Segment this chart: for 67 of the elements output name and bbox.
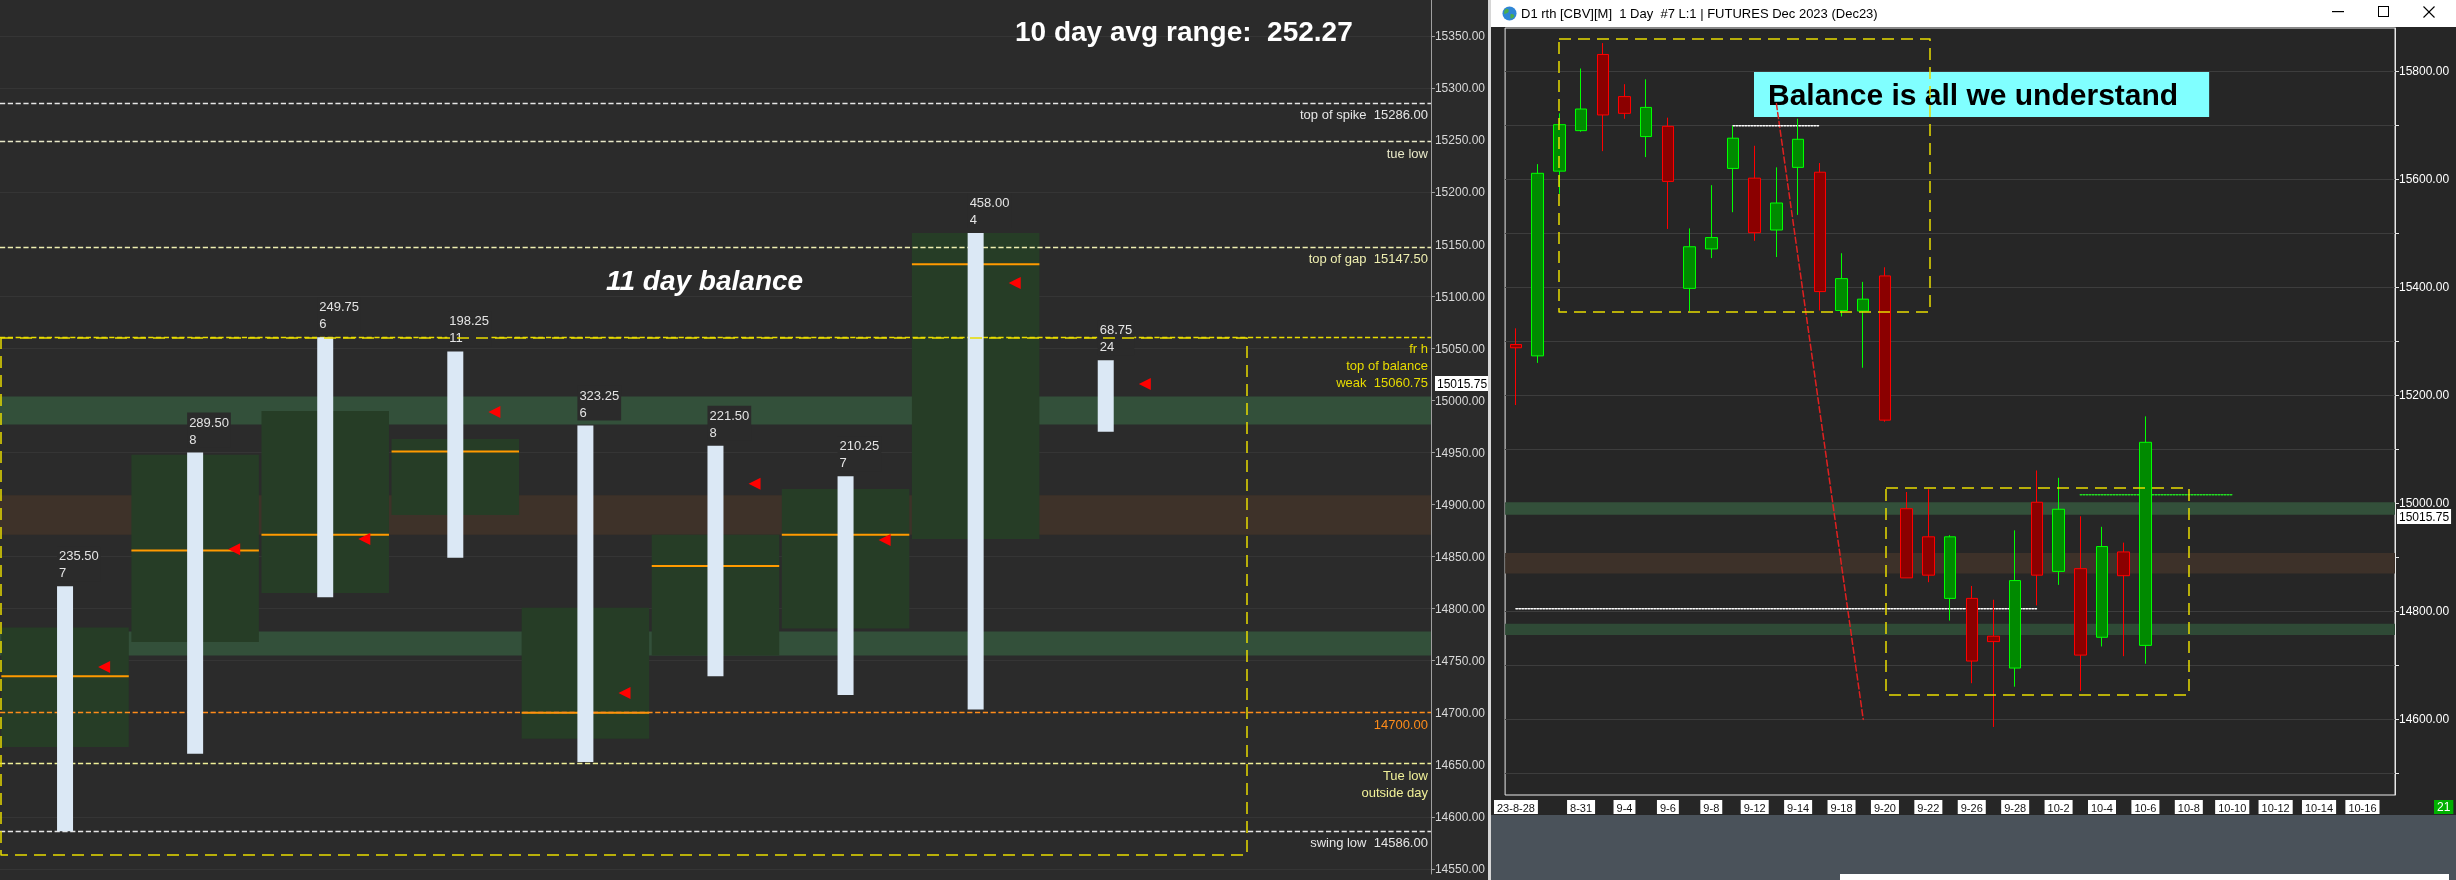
y-tick-label: 14900.00 [1434, 497, 1486, 512]
y-tick-label: 14800.00 [2399, 604, 2450, 619]
y-tick-label: 15600.00 [2399, 172, 2450, 187]
data-label: 198.25 11 [449, 313, 490, 346]
y-tick-label: 14850.00 [1434, 549, 1486, 564]
y-tick-label: 15050.00 [1434, 341, 1486, 356]
y-tick-label: 15000.00 [1434, 393, 1486, 408]
data-label: 323.25 6 [579, 387, 620, 420]
x-tick-label: 9-8 [1703, 801, 1720, 814]
data-label: 68.75 24 [1099, 322, 1133, 355]
x-tick-label: 9-12 [1743, 801, 1766, 814]
x-tick-label: 8-31 [1570, 801, 1593, 814]
y-tick-label: 15150.00 [1434, 237, 1486, 252]
y-tick-label: 15200.00 [1434, 185, 1486, 200]
y-tick-label: 14950.00 [1434, 445, 1486, 460]
y-tick-label: 15300.00 [1434, 81, 1486, 96]
y-tick-label: 14650.00 [1434, 757, 1486, 772]
text: 15015.75 [1437, 377, 1488, 391]
ref-line-label: fr h top of balance weak 15060.75 [1335, 341, 1428, 391]
x-tick-label: 9-14 [1787, 801, 1810, 814]
ref-line-label: 14700.00 [1373, 716, 1428, 732]
y-tick-label: 14600.00 [2399, 712, 2450, 727]
text: 15015.75 [2399, 510, 2450, 524]
data-label: 249.75 6 [319, 299, 359, 332]
x-tick-label: 10-8 [2177, 801, 2200, 814]
x-tick-label: 10-16 [2348, 801, 2377, 814]
y-tick-label: 15100.00 [1434, 289, 1486, 304]
y-tick-label: 15400.00 [2399, 280, 2450, 295]
x-tick-label: 10-12 [2261, 801, 2290, 814]
x-tick-label: 10-6 [2134, 801, 2157, 814]
ref-line-label: top of gap 15147.50 [1308, 251, 1428, 267]
x-tick-label: 9-6 [1659, 801, 1676, 814]
x-tick-label: 9-22 [1917, 801, 1940, 814]
ref-line-label: top of spike 15286.00 [1300, 107, 1428, 123]
x-tick-label: 10-10 [2218, 801, 2247, 814]
y-tick-label: 15800.00 [2399, 64, 2450, 79]
text: 21 [2437, 800, 2451, 814]
x-tick-label: 9-18 [1830, 801, 1853, 814]
annotation: 11 day balance [606, 264, 804, 296]
x-tick-label: 10-2 [2047, 801, 2070, 814]
data-label: 221.50 8 [709, 407, 750, 440]
data-label: 210.25 7 [839, 438, 880, 471]
y-tick-label: 14750.00 [1434, 653, 1486, 668]
chart-title: D1 rth [CBV][M] 1 Day #7 L:1 | FUTURES Dec 2023 (Dec23) [1521, 5, 1878, 22]
data-label: 458.00 4 [969, 195, 1010, 228]
ref-line-label: swing low 14586.00 [1310, 835, 1428, 851]
x-tick-label: 9-20 [1873, 801, 1896, 814]
y-tick-label: 14550.00 [1434, 861, 1486, 876]
data-label: 289.50 8 [189, 414, 229, 447]
annotation: Balance is all we understand [1768, 77, 2179, 111]
ref-line-label: Tue low outside day [1361, 767, 1429, 800]
ref-line-label: tue low [1386, 145, 1429, 161]
y-tick-label: 14600.00 [1434, 809, 1486, 824]
x-tick-label: 10-14 [2304, 801, 2334, 814]
text: 10 day avg range: 252.27 [1015, 15, 1353, 47]
x-tick-label: 9-28 [2004, 801, 2027, 814]
y-tick-label: 14800.00 [1434, 601, 1486, 616]
y-tick-label: 15200.00 [2399, 388, 2450, 403]
y-tick-label: 15250.00 [1434, 133, 1486, 148]
y-tick-label: 14700.00 [1434, 705, 1486, 720]
x-tick-label: 9-26 [1960, 801, 1983, 814]
x-tick-label: 23-8-28 [1497, 801, 1535, 814]
x-tick-label: 10-4 [2090, 801, 2113, 814]
x-tick-label: 9-4 [1616, 801, 1633, 814]
y-tick-label: 15350.00 [1434, 29, 1486, 44]
data-label: 235.50 7 [59, 548, 99, 581]
y-tick-label: 15000.00 [2399, 496, 2450, 511]
